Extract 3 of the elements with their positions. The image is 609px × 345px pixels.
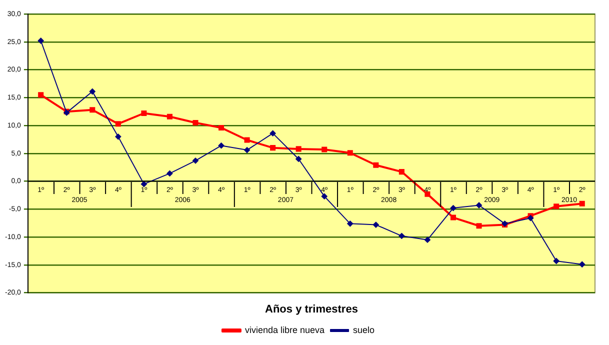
legend-label: vivienda libre nueva: [244, 324, 325, 335]
legend-label: suelo: [353, 324, 375, 335]
x-axis-title: Años y trimestres: [265, 303, 358, 316]
